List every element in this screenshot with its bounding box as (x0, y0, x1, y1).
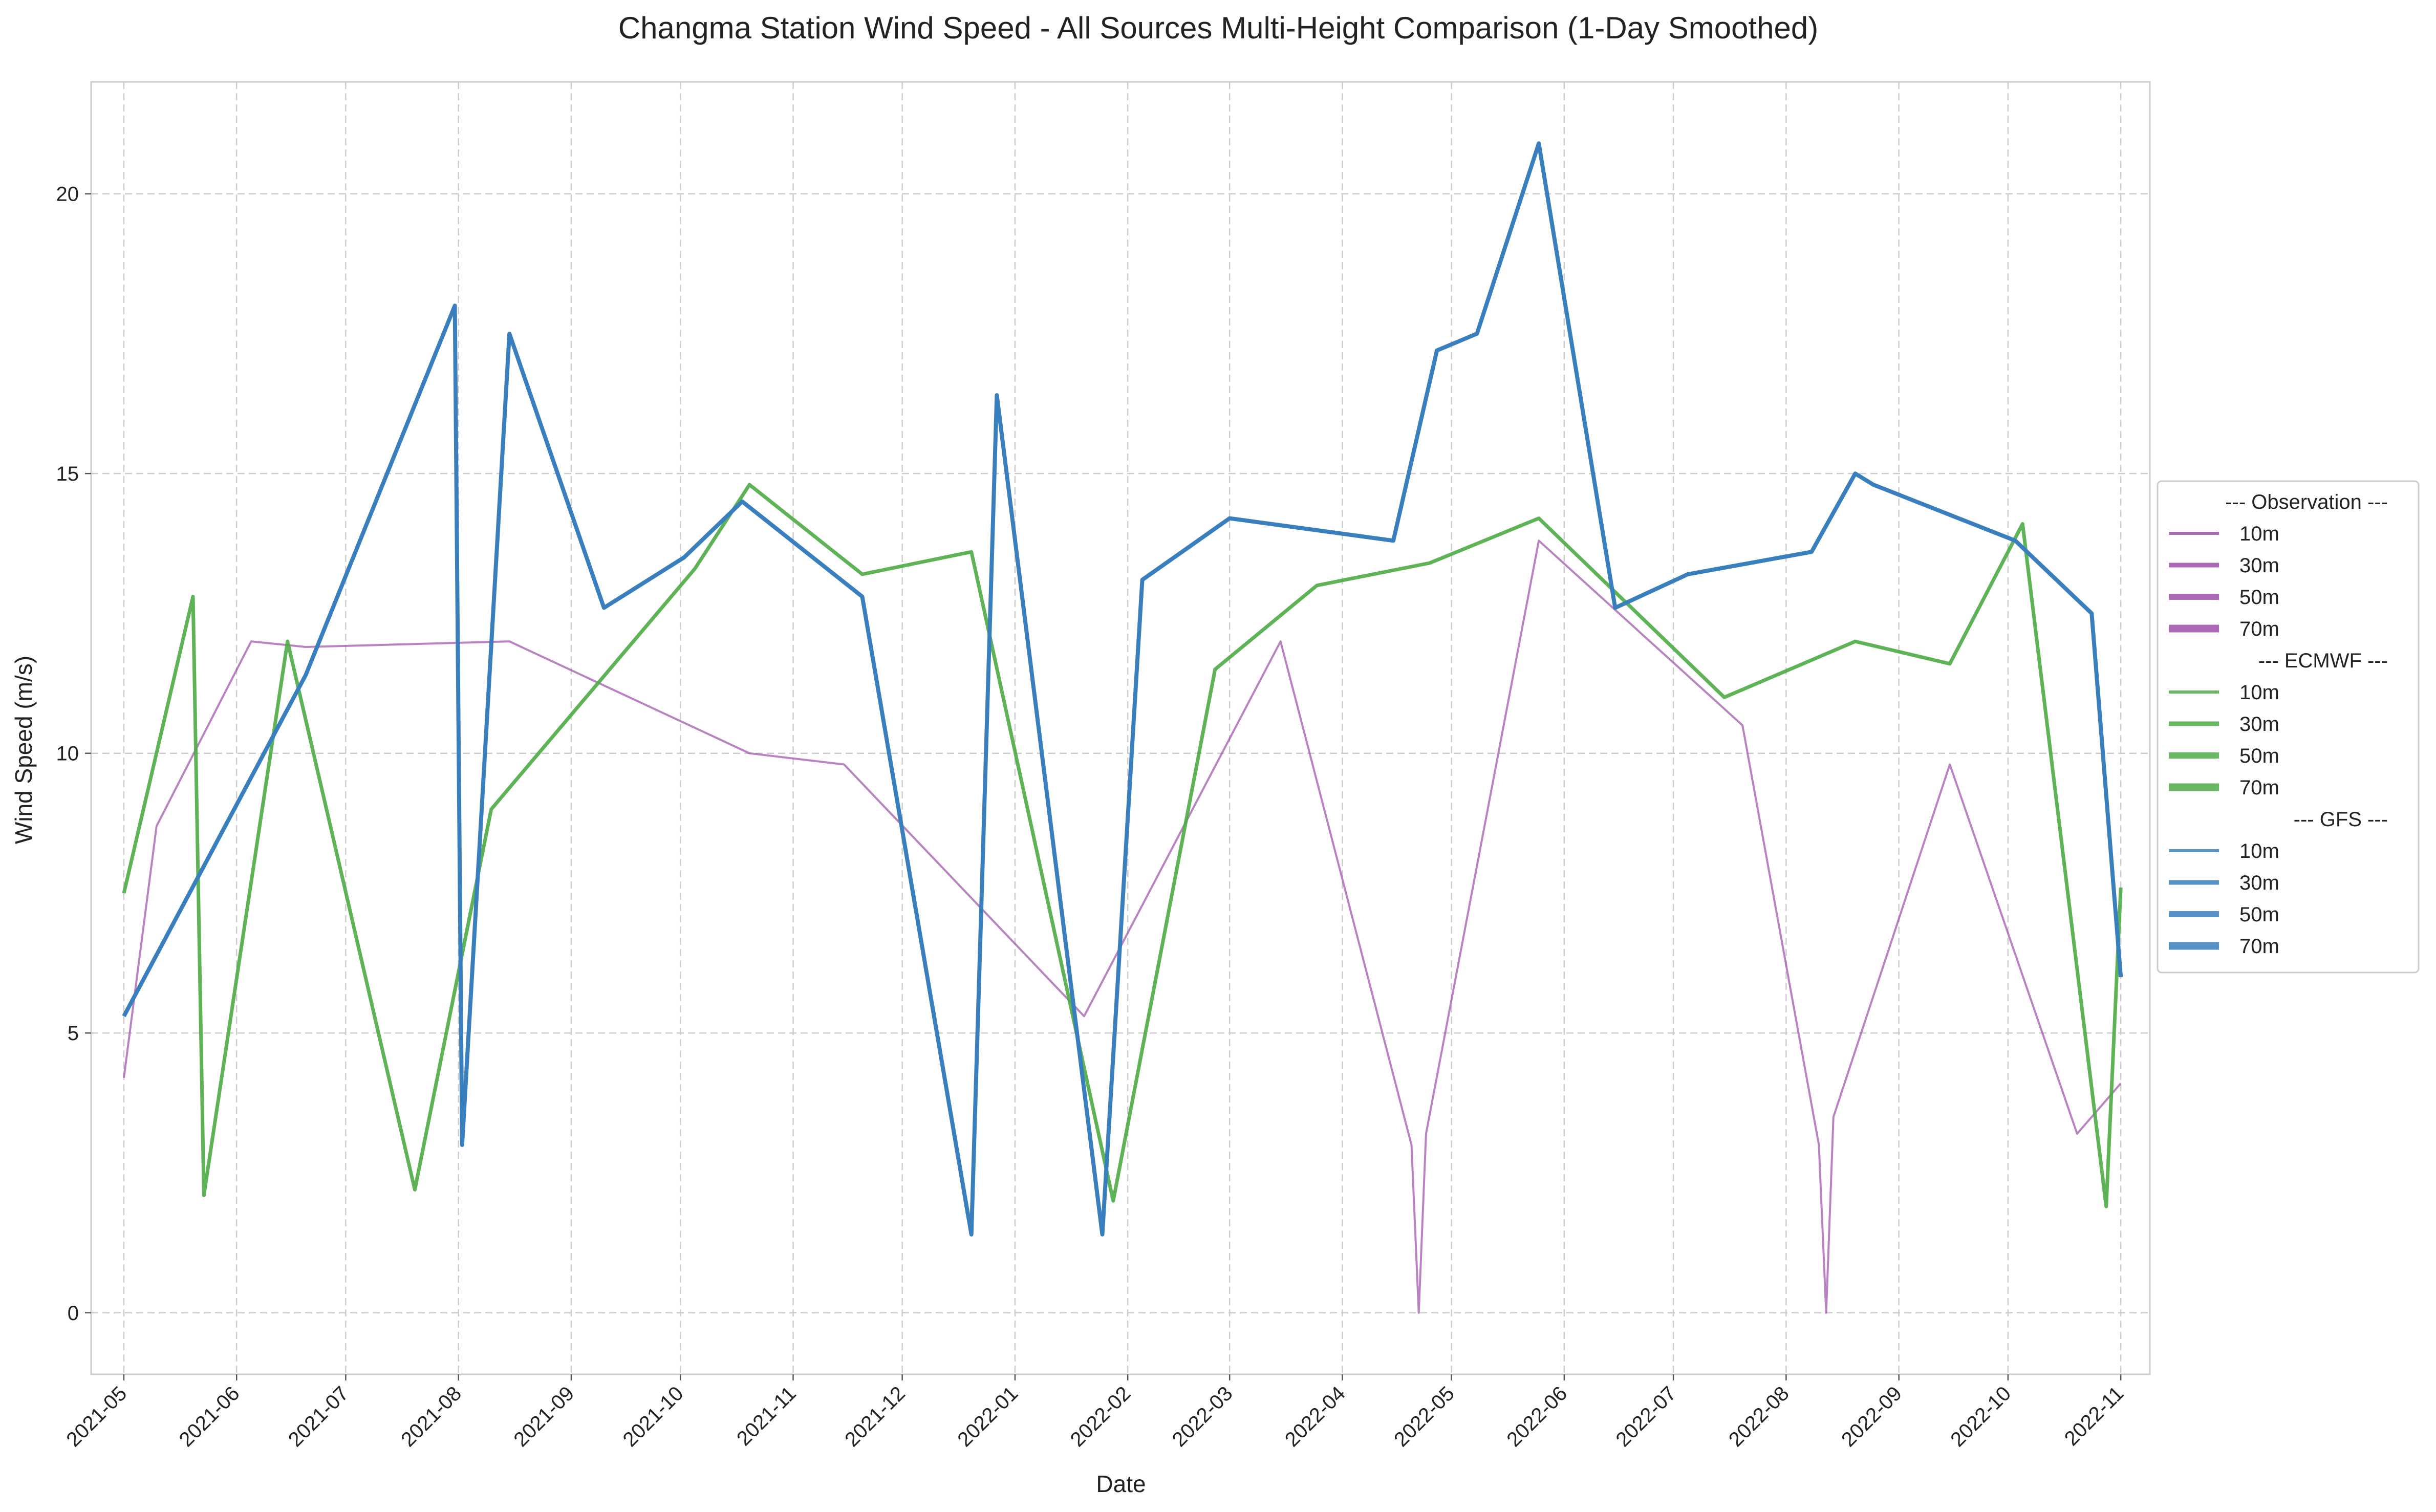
legend-item-label: 30m (2239, 554, 2279, 577)
y-tick-label: 10 (56, 743, 79, 765)
legend-item-label: 10m (2239, 840, 2279, 862)
legend-item-label: 70m (2239, 935, 2279, 958)
plot-frame (90, 81, 2151, 1375)
legend-item-label: 70m (2239, 618, 2279, 640)
legend-group-header: --- ECMWF --- (2258, 650, 2388, 672)
legend-item-label: 50m (2239, 903, 2279, 926)
legend-item-label: 30m (2239, 872, 2279, 894)
legend-item-label: 10m (2239, 681, 2279, 704)
y-tick-label: 5 (68, 1022, 79, 1045)
legend-item-label: 70m (2239, 776, 2279, 799)
legend-item-label: 10m (2239, 523, 2279, 545)
legend-item-label: 50m (2239, 586, 2279, 609)
chart-title: Changma Station Wind Speed - All Sources… (618, 11, 1818, 45)
x-axis-title: Date (1096, 1471, 1146, 1497)
legend-box (2157, 480, 2420, 974)
series-line (123, 539, 2122, 1314)
y-axis-title: Wind Speed (m/s) (10, 656, 37, 844)
legend-group-header: --- Observation --- (2225, 491, 2388, 513)
legend-item-label: 50m (2239, 745, 2279, 767)
series-line (122, 141, 2123, 1237)
legend-item-label: 30m (2239, 713, 2279, 736)
series-lines (122, 141, 2123, 1314)
legend-group-header: --- GFS --- (2294, 808, 2388, 831)
series-line (122, 483, 2123, 1208)
y-tick-label: 15 (56, 463, 79, 485)
y-tick-label: 0 (68, 1302, 79, 1325)
y-tick-label: 20 (56, 183, 79, 206)
legend: --- Observation --- 10m 30m 50m 70m --- ECMWF… (2157, 480, 2420, 974)
